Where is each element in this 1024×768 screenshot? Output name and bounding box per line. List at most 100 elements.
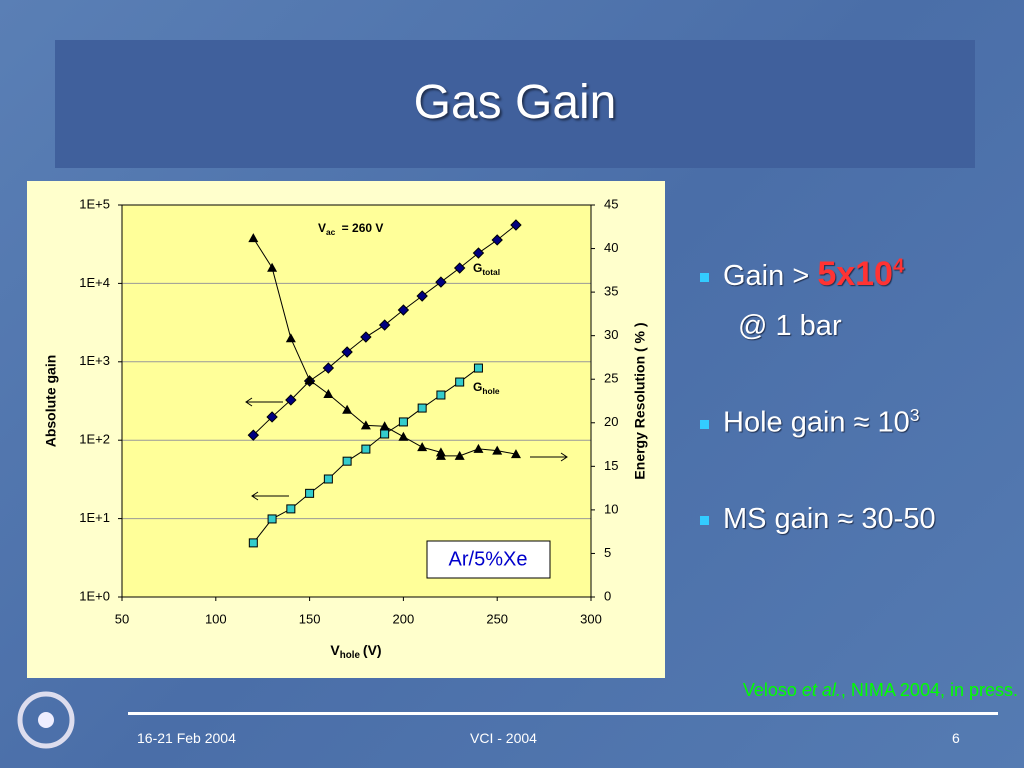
annotation-rest: = 260 V (338, 221, 383, 235)
point (267, 262, 278, 272)
y-axis-label: Absolute gain (43, 355, 59, 448)
point (472, 247, 485, 259)
point (453, 262, 466, 274)
x-tick-label: 150 (299, 611, 321, 626)
bullet: Hole gain ≈ 103 (700, 405, 920, 440)
point (342, 404, 353, 414)
x-tick-label: 200 (393, 611, 415, 626)
citation-italic: et al. (801, 680, 841, 700)
point (436, 390, 446, 400)
citation-text: Veloso (742, 680, 802, 700)
y-tick-label: 1E+5 (79, 196, 110, 211)
point (323, 389, 334, 399)
x-axis-label: Vhole (V) (330, 642, 381, 661)
footer-date: 16-21 Feb 2004 (137, 730, 236, 746)
x-tick-label: 50 (115, 611, 129, 626)
bullet-sup: 3 (909, 405, 920, 425)
annotation-main: V (318, 221, 326, 235)
x-axis-label-main: V (330, 642, 340, 658)
point (267, 514, 277, 524)
bullet-text: MS gain ≈ 30-50 (723, 503, 936, 535)
point (417, 442, 428, 452)
annotation: Ghole (473, 380, 500, 396)
point (435, 276, 447, 288)
footer-page: 6 (952, 730, 960, 746)
y2-tick-label: 30 (604, 327, 618, 342)
point (455, 377, 465, 387)
annotation-sub: total (482, 267, 500, 277)
y2-tick-label: 10 (604, 501, 618, 516)
bullet-sup: 4 (892, 255, 905, 278)
y2-tick-label: 15 (604, 458, 618, 473)
y-tick-label: 1E+4 (79, 275, 110, 290)
point (341, 346, 353, 358)
slide-title: Gas Gain (413, 76, 617, 129)
annotation-sub: hole (482, 386, 500, 396)
annotation-box (426, 540, 551, 579)
y2-tick-label: 45 (604, 196, 618, 211)
point (305, 488, 315, 498)
y2-tick-label: 40 (604, 240, 618, 255)
y-tick-label: 1E+2 (79, 432, 110, 447)
chart: 1E+0 1E+1 1E+2 1E+3 1E+4 1E+5 0 5 10 15 20 25 30 35 40… (43, 196, 648, 661)
bullet: @ 1 bar (738, 310, 842, 343)
annotation: Vac = 260 V (318, 221, 383, 237)
point (492, 445, 503, 455)
bullet-marker (700, 515, 709, 525)
point (360, 331, 372, 343)
point (361, 444, 371, 454)
point (323, 474, 333, 484)
bullet: Gain > 5x104 (700, 255, 904, 294)
point (286, 504, 296, 514)
point (342, 456, 352, 466)
arrow (530, 452, 568, 462)
point (435, 450, 446, 460)
x-axis-label-sub: hole (340, 650, 361, 661)
point (247, 429, 260, 441)
point (417, 403, 427, 413)
citation: Veloso et al., NIMA 2004, in press. (743, 680, 1018, 701)
point (416, 290, 428, 302)
arrows (245, 397, 568, 501)
point (510, 449, 521, 459)
y2-tick-label: 25 (604, 371, 618, 386)
annotation-sub: ac (326, 227, 336, 237)
bullet-text: @ 1 bar (738, 310, 842, 342)
y-tick-label: 1E+0 (79, 588, 110, 603)
citation-text: , NIMA 2004, in press. (840, 680, 1018, 700)
y2-tick-label: 35 (604, 284, 618, 299)
point (473, 443, 484, 453)
point (380, 429, 390, 439)
point (397, 304, 410, 316)
x-axis-label-rest: (V) (363, 642, 382, 658)
annotation-main: G (473, 261, 482, 275)
point (378, 319, 391, 331)
point (360, 420, 371, 430)
bullet-marker (700, 419, 709, 429)
bullet-text: Hole gain ≈ 10 (723, 406, 910, 439)
plot-area (122, 205, 591, 597)
arrow (251, 491, 289, 501)
plot-frame (121, 204, 592, 598)
y2-tick-label: 20 (604, 414, 618, 429)
point (491, 234, 503, 246)
title-band (55, 40, 975, 168)
annotation: Ar/5%Xe (449, 548, 528, 570)
x-tick-label: 100 (205, 611, 227, 626)
annotation: Gtotal (473, 261, 500, 277)
y-tick-label: 1E+1 (79, 510, 110, 525)
x-tick-label: 300 (580, 611, 602, 626)
point (285, 333, 296, 343)
point (473, 363, 483, 373)
y2-axis-label: Energy Resolution ( % ) (632, 322, 648, 479)
point (510, 219, 522, 231)
logo (17, 691, 75, 749)
bullet: MS gain ≈ 30-50 (700, 503, 936, 536)
point (398, 417, 408, 427)
footer-event: VCI - 2004 (470, 730, 537, 746)
point (322, 362, 335, 374)
y-tick-label: 1E+3 (79, 353, 110, 368)
point (248, 538, 258, 548)
footer-rule (128, 712, 998, 715)
